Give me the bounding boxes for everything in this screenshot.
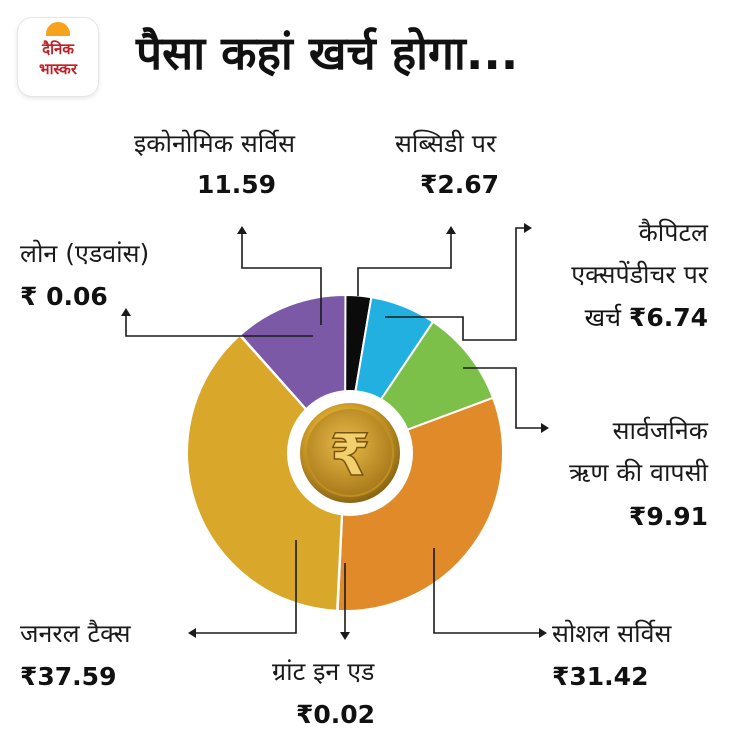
label-social-service: सोशल सर्विस xyxy=(552,619,672,648)
value-economic-service: 11.59 xyxy=(197,170,277,199)
logo-text-line1: दैनिक xyxy=(42,40,74,58)
arrowhead-3 xyxy=(524,223,532,233)
value-general-tax: ₹37.59 xyxy=(20,662,117,691)
value-capital: ₹6.74 xyxy=(628,303,708,332)
arrowhead-2 xyxy=(121,308,131,316)
leader-line-0 xyxy=(241,228,322,325)
brand-logo: दैनिक भास्कर xyxy=(18,18,98,96)
leader-lines xyxy=(121,223,549,640)
arrowhead-1 xyxy=(446,226,456,234)
page-title: पैसा कहां खर्च होगा... xyxy=(136,26,519,80)
value-subsidy: ₹2.67 xyxy=(420,170,500,199)
arrowhead-5 xyxy=(539,628,547,638)
label-grant-in-aid: ग्रांट इन एड xyxy=(272,657,375,686)
logo-text-line2: भास्कर xyxy=(39,60,77,78)
label-capital-line3: खर्च ₹6.74 xyxy=(585,301,708,335)
rupee-coin-icon: ₹ xyxy=(287,390,413,516)
pie-slice-5 xyxy=(186,333,347,612)
label-capital-line2: एक्सपेंडीचर पर xyxy=(571,260,708,289)
logo-sun-icon xyxy=(46,22,70,36)
label-capital-name: खर्च xyxy=(584,303,621,332)
label-subsidy: सब्सिडी पर xyxy=(395,129,497,158)
leader-line-3 xyxy=(385,227,530,341)
value-social-service: ₹31.42 xyxy=(552,662,649,691)
label-loan-advance: लोन (एडवांस) xyxy=(20,239,150,268)
arrowhead-4 xyxy=(541,423,549,433)
arrowhead-0 xyxy=(237,226,247,234)
leader-line-2 xyxy=(125,310,313,337)
label-debt-line1: सार्वजनिक xyxy=(612,416,708,445)
leader-line-1 xyxy=(357,228,452,296)
arrowhead-7 xyxy=(188,628,196,638)
label-economic-service: इकोनोमिक सर्विस xyxy=(134,129,296,158)
coin-symbol: ₹ xyxy=(330,421,370,489)
label-debt-line2: ऋण की वापसी xyxy=(569,458,708,487)
label-general-tax: जनरल टैक्स xyxy=(20,619,131,648)
leader-line-7 xyxy=(190,540,297,634)
label-capital-line1: कैपिटल xyxy=(638,218,708,247)
value-loan-advance: ₹ 0.06 xyxy=(20,282,108,311)
value-debt: ₹9.91 xyxy=(628,502,708,531)
leader-line-5 xyxy=(433,548,545,634)
arrowhead-6 xyxy=(340,632,350,640)
leader-line-4 xyxy=(463,367,547,429)
value-grant-in-aid: ₹0.02 xyxy=(296,700,376,729)
